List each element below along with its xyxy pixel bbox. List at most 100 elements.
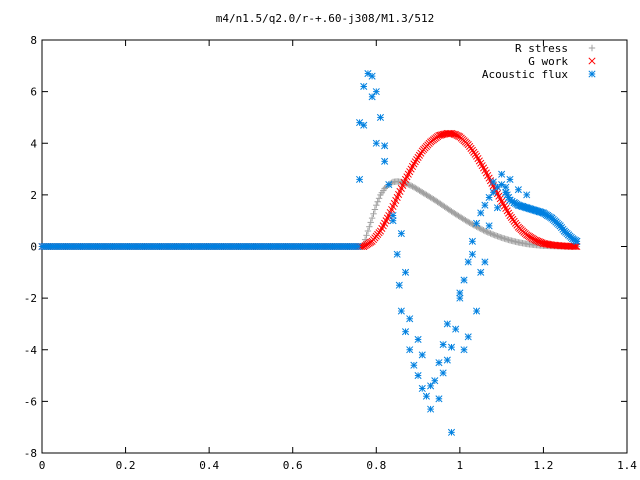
data-point: [573, 237, 581, 245]
data-point: [410, 160, 418, 168]
data-point: [397, 307, 405, 315]
data-point: [489, 188, 497, 196]
data-point: [393, 250, 401, 258]
data-point: [447, 343, 456, 351]
data-point: [468, 237, 476, 245]
data-point: [456, 289, 464, 297]
data-point: [372, 88, 380, 96]
y-tick-label: 0: [30, 241, 37, 254]
data-point: [436, 131, 444, 139]
legend-label: G work: [528, 55, 568, 68]
axes: 0 0.2 0.4 0.6 0.8 1 1.2 1.4 -8 -6 -4 -2 0 2 4 6 8: [24, 34, 638, 472]
x-tick-label: 0: [39, 459, 46, 472]
data-point: [460, 276, 468, 284]
data-point: [481, 258, 489, 266]
data-point: [485, 193, 493, 202]
data-point: [452, 325, 460, 333]
data-point: [435, 395, 443, 403]
data-point: [495, 233, 503, 240]
data-point: [354, 242, 362, 251]
data-point: [368, 72, 376, 80]
data-point: [477, 209, 485, 217]
data-point: [480, 227, 487, 234]
data-point: [438, 131, 446, 139]
data-point: [446, 129, 454, 137]
data-point: [406, 181, 413, 189]
data-point: [498, 170, 506, 178]
data-point: [485, 222, 493, 230]
legend-label: Acoustic flux: [482, 68, 568, 81]
data-point: [484, 229, 491, 236]
legend-label: R stress: [515, 42, 568, 55]
data-point: [389, 211, 397, 220]
data-point: [364, 227, 372, 235]
data-point: [571, 242, 580, 251]
data-point: [447, 428, 456, 436]
legend-marker: [588, 70, 596, 78]
data-point: [497, 234, 504, 241]
data-point: [485, 229, 493, 237]
data-point: [494, 232, 501, 240]
data-point: [422, 392, 430, 400]
x-tick-label: 0.2: [116, 459, 136, 472]
data-point: [418, 351, 426, 359]
data-point: [374, 198, 381, 205]
data-point: [488, 230, 496, 238]
data-point: [401, 268, 410, 276]
y-tick-label: 6: [30, 86, 37, 99]
data-point: [368, 214, 376, 222]
data-point: [443, 356, 451, 364]
series-g-work: [38, 129, 581, 251]
data-point: [417, 149, 425, 157]
data-point: [401, 328, 410, 336]
y-tick-label: 2: [30, 189, 37, 202]
x-tick-label: 0.6: [283, 459, 303, 472]
legend-marker: [588, 57, 596, 65]
data-point: [371, 206, 379, 213]
data-point: [487, 230, 494, 237]
data-point: [469, 221, 476, 228]
data-point: [375, 195, 383, 202]
data-point: [395, 281, 403, 289]
data-point: [468, 250, 476, 258]
y-tick-label: 4: [30, 137, 37, 150]
data-point: [481, 201, 489, 209]
data-point: [368, 93, 376, 101]
data-point: [439, 341, 447, 349]
data-point: [493, 204, 502, 212]
data-point: [373, 202, 380, 209]
data-point: [514, 186, 522, 194]
data-point: [464, 258, 472, 266]
data-point: [381, 157, 389, 165]
data-point: [427, 382, 435, 390]
data-point: [464, 333, 472, 341]
data-series: [38, 70, 581, 436]
data-point: [385, 180, 393, 189]
data-point: [414, 335, 422, 343]
x-tick-label: 1.4: [617, 459, 637, 472]
data-point: [366, 223, 373, 230]
data-point: [492, 232, 500, 239]
data-point: [443, 320, 451, 328]
chart-title: m4/n1.5/q2.0/r-+.60-j308/M1.3/512: [216, 12, 435, 25]
x-tick-label: 0.4: [199, 459, 219, 472]
data-point: [360, 82, 368, 91]
x-tick-label: 0.8: [366, 459, 386, 472]
data-point: [481, 227, 489, 235]
x-tick-label: 1.2: [533, 459, 553, 472]
data-point: [431, 377, 439, 385]
data-point: [367, 219, 374, 226]
y-tick-label: 8: [30, 34, 37, 47]
data-point: [397, 230, 405, 238]
data-point: [356, 175, 364, 183]
y-tick-label: -2: [24, 292, 37, 305]
data-point: [381, 142, 389, 150]
data-point: [435, 131, 443, 140]
data-point: [473, 307, 481, 315]
data-point: [376, 113, 385, 121]
data-point: [439, 369, 447, 377]
data-point: [467, 220, 475, 227]
data-point: [439, 130, 447, 139]
